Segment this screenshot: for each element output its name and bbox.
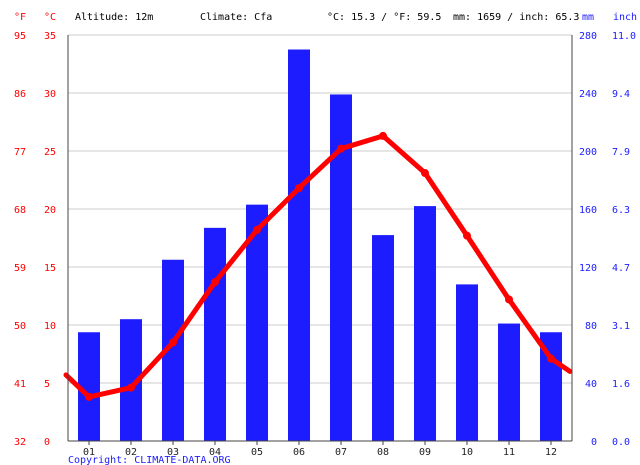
- fahrenheit-tick-label: 32: [14, 437, 26, 448]
- precipitation-bar: [372, 235, 394, 441]
- month-label: 08: [377, 447, 389, 458]
- temperature-point: [337, 144, 345, 153]
- unit-mm-label: mm: [582, 12, 594, 23]
- copyright-link[interactable]: Copyright: CLIMATE-DATA.ORG: [68, 455, 231, 465]
- celsius-tick-label: 20: [44, 205, 56, 216]
- inch-tick-label: 3.1: [612, 321, 630, 332]
- month-label: 11: [503, 447, 515, 458]
- precipitation-bar: [246, 204, 268, 441]
- month-label: 10: [461, 447, 473, 458]
- month-label: 07: [335, 447, 347, 458]
- temperature-point: [547, 354, 555, 363]
- temperature-line: [63, 131, 573, 401]
- precipitation-bar: [288, 49, 310, 441]
- celsius-tick-label: 15: [44, 263, 56, 274]
- temperature-series-line: [63, 133, 573, 400]
- celsius-tick-label: 30: [44, 89, 56, 100]
- mm-tick-label: 120: [579, 263, 597, 274]
- precipitation-bar: [414, 206, 436, 441]
- fahrenheit-tick-label: 50: [14, 321, 26, 332]
- temperature-point: [211, 278, 219, 287]
- inch-tick-label: 7.9: [612, 147, 630, 158]
- temperature-point: [253, 225, 261, 234]
- precipitation-bar: [162, 259, 184, 441]
- climate-label: Climate: Cfa: [200, 12, 272, 23]
- fahrenheit-tick-label: 68: [14, 205, 26, 216]
- mm-tick-label: 160: [579, 205, 597, 216]
- unit-inch-label: inch: [613, 12, 637, 23]
- mm-tick-label: 200: [579, 147, 597, 158]
- tick-labels: 32 0 0 0.0 41 5 40 1.6 50 10 80 3.1 59 15 120 4.7 68 20 16…: [14, 31, 636, 458]
- mm-tick-label: 240: [579, 89, 597, 100]
- temperature-point: [421, 169, 429, 178]
- mm-tick-label: 80: [585, 321, 597, 332]
- celsius-tick-label: 10: [44, 321, 56, 332]
- celsius-tick-label: 5: [44, 379, 50, 390]
- fahrenheit-tick-label: 86: [14, 89, 26, 100]
- celsius-tick-label: 0: [44, 437, 50, 448]
- unit-fahrenheit-label: °F: [14, 12, 26, 23]
- mm-tick-label: 0: [591, 437, 597, 448]
- fahrenheit-tick-label: 77: [14, 147, 26, 158]
- inch-tick-label: 4.7: [612, 263, 630, 274]
- month-label: 09: [419, 447, 431, 458]
- precipitation-total-label: mm: 1659 / inch: 65.3: [453, 12, 579, 23]
- altitude-label: Altitude: 12m: [75, 12, 153, 23]
- grid-lines: [68, 34, 572, 442]
- temperature-point: [379, 131, 387, 140]
- precipitation-bar: [78, 332, 100, 441]
- inch-tick-label: 6.3: [612, 205, 630, 216]
- precipitation-bar: [456, 284, 478, 441]
- inch-tick-label: 0.0: [612, 437, 630, 448]
- precipitation-bar: [330, 94, 352, 441]
- temperature-point: [505, 295, 513, 304]
- temperature-average-label: °C: 15.3 / °F: 59.5: [327, 12, 441, 23]
- month-label: 01: [83, 447, 95, 458]
- fahrenheit-tick-label: 59: [14, 263, 26, 274]
- temperature-point: [127, 383, 135, 392]
- fahrenheit-tick-label: 41: [14, 379, 26, 390]
- month-label: 03: [167, 447, 179, 458]
- celsius-tick-label: 35: [44, 31, 56, 42]
- precipitation-bars: [78, 49, 562, 441]
- precipitation-bar: [120, 319, 142, 441]
- month-label: 02: [125, 447, 137, 458]
- temperature-point: [295, 184, 303, 193]
- precipitation-bar: [498, 323, 520, 441]
- unit-celsius-label: °C: [44, 12, 56, 23]
- mm-tick-label: 280: [579, 31, 597, 42]
- fahrenheit-tick-label: 95: [14, 31, 26, 42]
- month-label: 12: [545, 447, 557, 458]
- temperature-point: [85, 392, 93, 401]
- inch-tick-label: 11.0: [612, 31, 636, 42]
- temperature-point: [169, 338, 177, 347]
- temperature-point: [463, 231, 471, 240]
- inch-tick-label: 9.4: [612, 89, 630, 100]
- inch-tick-label: 1.6: [612, 379, 630, 390]
- month-label: 04: [209, 447, 221, 458]
- celsius-tick-label: 25: [44, 147, 56, 158]
- precipitation-bar: [204, 227, 226, 441]
- month-label: 05: [251, 447, 263, 458]
- mm-tick-label: 40: [585, 379, 597, 390]
- month-label: 06: [293, 447, 305, 458]
- axes: [67, 35, 573, 445]
